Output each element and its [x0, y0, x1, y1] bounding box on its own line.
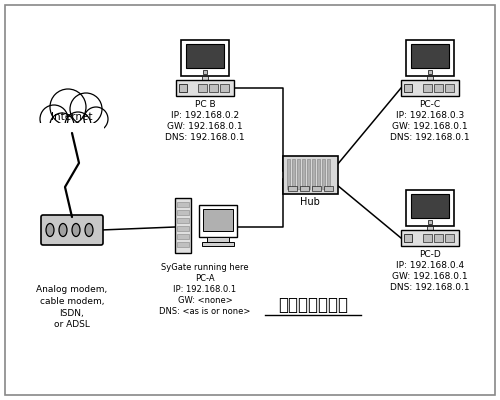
Ellipse shape — [72, 224, 80, 236]
Bar — [283, 156, 338, 194]
Bar — [177, 202, 189, 207]
Text: Analog modem,
cable modem,
ISDN,
or ADSL: Analog modem, cable modem, ISDN, or ADSL — [36, 285, 108, 330]
Bar — [404, 234, 412, 242]
Bar — [209, 84, 218, 92]
Bar — [411, 44, 449, 68]
Bar — [427, 76, 433, 80]
Bar — [203, 209, 233, 231]
Bar — [401, 80, 459, 96]
Text: Hub: Hub — [300, 197, 320, 207]
Bar — [322, 159, 325, 189]
Bar — [203, 70, 207, 74]
Bar — [445, 234, 454, 242]
Bar — [177, 226, 189, 231]
FancyBboxPatch shape — [41, 215, 103, 245]
Bar — [312, 159, 315, 189]
Circle shape — [70, 93, 102, 125]
Bar — [324, 186, 333, 191]
Bar — [428, 220, 432, 224]
Bar — [297, 159, 300, 189]
Bar — [175, 198, 191, 253]
Bar — [428, 70, 432, 74]
Text: PC B
IP: 192.168.0.2
GW: 192.168.0.1
DNS: 192.168.0.1: PC B IP: 192.168.0.2 GW: 192.168.0.1 DNS… — [165, 100, 245, 142]
Ellipse shape — [85, 224, 93, 236]
Bar — [445, 84, 454, 92]
Text: SyGate running here
PC-A
IP: 192.168.0.1
GW: <none>
DNS: <as is or none>: SyGate running here PC-A IP: 192.168.0.1… — [160, 263, 250, 316]
Bar — [434, 84, 443, 92]
Bar — [423, 234, 432, 242]
Bar — [307, 159, 310, 189]
Bar — [300, 186, 309, 191]
Bar — [406, 190, 454, 226]
Bar — [312, 186, 321, 191]
Bar — [177, 234, 189, 239]
Ellipse shape — [59, 224, 67, 236]
Text: Internet: Internet — [52, 112, 93, 122]
Bar — [202, 242, 234, 246]
Bar — [177, 218, 189, 223]
Bar — [423, 84, 432, 92]
Bar — [177, 242, 189, 247]
Bar — [292, 159, 295, 189]
Bar — [287, 159, 290, 189]
Bar — [199, 205, 237, 237]
Bar — [302, 159, 305, 189]
Bar — [427, 226, 433, 230]
Bar — [406, 40, 454, 76]
Bar — [327, 159, 330, 189]
Circle shape — [50, 89, 86, 125]
Circle shape — [40, 105, 68, 133]
Bar — [202, 76, 208, 80]
Bar — [220, 84, 229, 92]
Bar — [404, 84, 412, 92]
Text: PC-D
IP: 192.168.0.4
GW: 192.168.0.1
DNS: 192.168.0.1: PC-D IP: 192.168.0.4 GW: 192.168.0.1 DNS… — [390, 250, 470, 292]
Bar — [186, 44, 224, 68]
Ellipse shape — [46, 224, 54, 236]
Bar — [434, 234, 443, 242]
Text: PC-C
IP: 192.168.0.3
GW: 192.168.0.1
DNS: 192.168.0.1: PC-C IP: 192.168.0.3 GW: 192.168.0.1 DNS… — [390, 100, 470, 142]
Bar — [198, 84, 207, 92]
Bar — [176, 80, 234, 96]
Text: 家庭网星型方案: 家庭网星型方案 — [278, 296, 348, 314]
Bar — [288, 186, 297, 191]
Bar — [177, 210, 189, 215]
Bar — [401, 230, 459, 246]
Bar — [40, 123, 104, 143]
Circle shape — [50, 113, 74, 137]
Bar — [207, 237, 229, 242]
Bar — [317, 159, 320, 189]
Circle shape — [65, 112, 91, 138]
Bar — [179, 84, 187, 92]
Circle shape — [84, 107, 108, 131]
Bar — [411, 194, 449, 218]
Bar — [181, 40, 229, 76]
